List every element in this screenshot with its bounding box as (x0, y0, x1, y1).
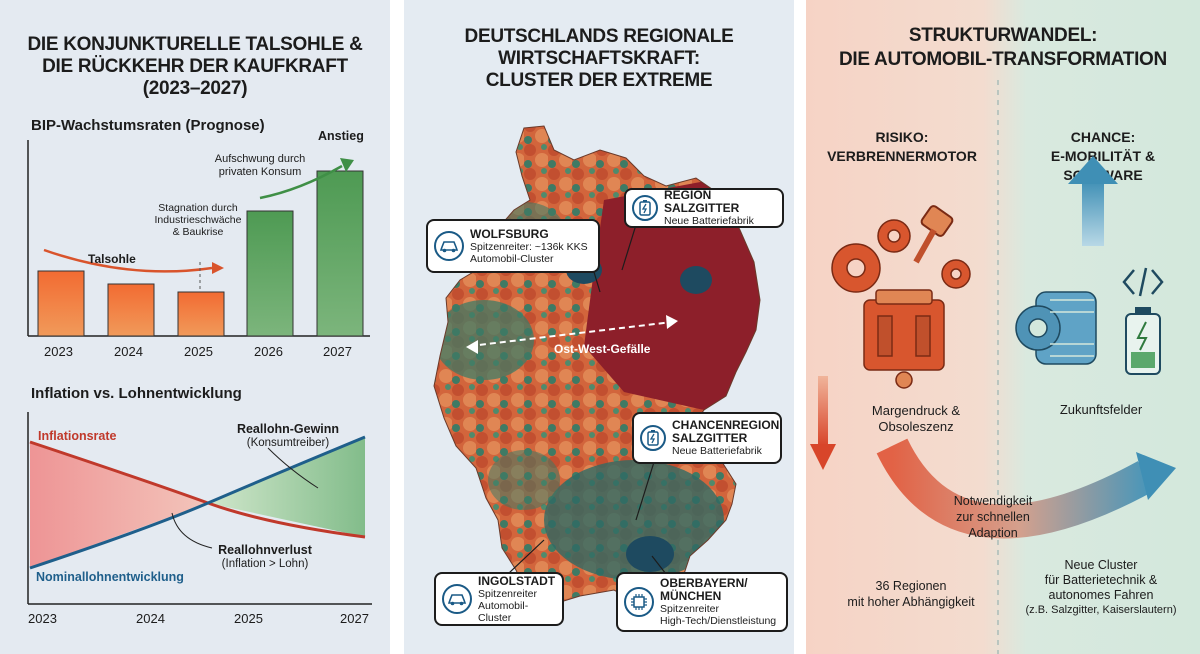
panel1-title: DIE KONJUNKTURELLE TALSOHLE & DIE RÜCKKE… (27, 34, 363, 99)
bip-bar-2027 (316, 170, 364, 337)
panel-transformation: STRUKTURWANDEL: DIE AUTOMOBIL-TRANSFORMA… (806, 0, 1200, 654)
chance-label: Zukunftsfelder (1059, 402, 1143, 417)
callout-ingolstadt[interactable]: INGOLSTADT Spitzenreiter Automobil-Clust… (434, 572, 564, 626)
bip-year-2026: 2026 (254, 344, 283, 359)
callout-wolfsburg[interactable]: WOLFSBURG Spitzenreiter: ~136k KKS Autom… (426, 219, 600, 273)
bip-bar-2026 (246, 210, 294, 337)
gear-icon (831, 219, 971, 293)
code-icon (1122, 267, 1164, 297)
callout-region-salzgitter[interactable]: REGION SALZGITTER Neue Batteriefabrik (624, 188, 784, 228)
label-stagnation: Stagnation durch Industrieschwäche & Bau… (154, 202, 242, 238)
bip-subtitle: BIP-Wachstumsraten (Prognose) (31, 117, 265, 134)
engine-icon (863, 289, 945, 389)
infl-year-2025: 2025 (234, 611, 263, 626)
risk-heading: RISIKO: VERBRENNERMOTOR (827, 129, 977, 164)
label-inflationsrate: Inflationsrate (38, 429, 117, 443)
transformation-graphic (810, 80, 1176, 654)
bip-bar-2024 (107, 283, 155, 337)
bip-chart (27, 140, 370, 337)
battery-icon (632, 195, 658, 221)
panel-konjunktur: DIE KONJUNKTURELLE TALSOHLE & DIE RÜCKKE… (0, 0, 390, 654)
e-motor-icon (1015, 291, 1097, 365)
infl-year-2027: 2027 (340, 611, 369, 626)
callout-chancenregion[interactable]: CHANCENREGION SALZGITTER Neue Batteriefa… (632, 412, 782, 464)
label-reallohnverlust: Reallohnverlust (Inflation > Lohn) (218, 543, 312, 570)
panel-regionen: DEUTSCHLANDS REGIONALE WIRTSCHAFTSKRAFT:… (404, 0, 794, 654)
risk-footer: 36 Regionen mit hoher Abhängigkeit (847, 579, 975, 609)
risk-label: Margendruck & Obsoleszenz (871, 403, 961, 434)
nominal-line (29, 435, 366, 570)
label-ost-west: Ost-West-Gefälle (554, 342, 651, 356)
inflation-chart (27, 412, 372, 605)
bip-year-2027: 2027 (323, 344, 352, 359)
battery-icon (640, 425, 666, 451)
infl-year-2023: 2023 (28, 611, 57, 626)
label-anstieg: Anstieg (318, 129, 364, 143)
panel3-title: STRUKTURWANDEL: DIE AUTOMOBIL-TRANSFORMA… (839, 25, 1167, 70)
bip-bar-2025 (177, 291, 225, 337)
chance-footer: Neue Cluster für Batterietechnik & auton… (1025, 558, 1177, 616)
inflation-subtitle: Inflation vs. Lohnentwicklung (31, 385, 242, 402)
label-reallohn-gewinn: Reallohn-Gewinn (Konsumtreiber) (236, 422, 340, 449)
panel2-title: DEUTSCHLANDS REGIONALE WIRTSCHAFTSKRAFT:… (464, 26, 734, 91)
label-talsohle: Talsohle (88, 252, 136, 266)
label-aufschwung: Aufschwung durch privaten Konsum (214, 153, 306, 178)
bip-bar-2023 (37, 270, 85, 337)
adaption-label: Notwendigkeit zur schnellen Adaption (953, 494, 1033, 540)
germany-map (433, 125, 761, 605)
label-nominallohn: Nominallohnentwicklung (36, 570, 184, 584)
car-icon (434, 231, 464, 261)
infl-year-2024: 2024 (136, 611, 165, 626)
bip-year-2023: 2023 (44, 344, 73, 359)
battery-icon (1125, 307, 1161, 375)
bip-year-2025: 2025 (184, 344, 213, 359)
callout-muenchen[interactable]: OBERBAYERN/ MÜNCHEN Spitzenreiter High-T… (616, 572, 788, 632)
bip-year-2024: 2024 (114, 344, 143, 359)
car-icon (442, 584, 472, 614)
chip-icon (624, 587, 654, 617)
piston-icon (913, 205, 954, 264)
